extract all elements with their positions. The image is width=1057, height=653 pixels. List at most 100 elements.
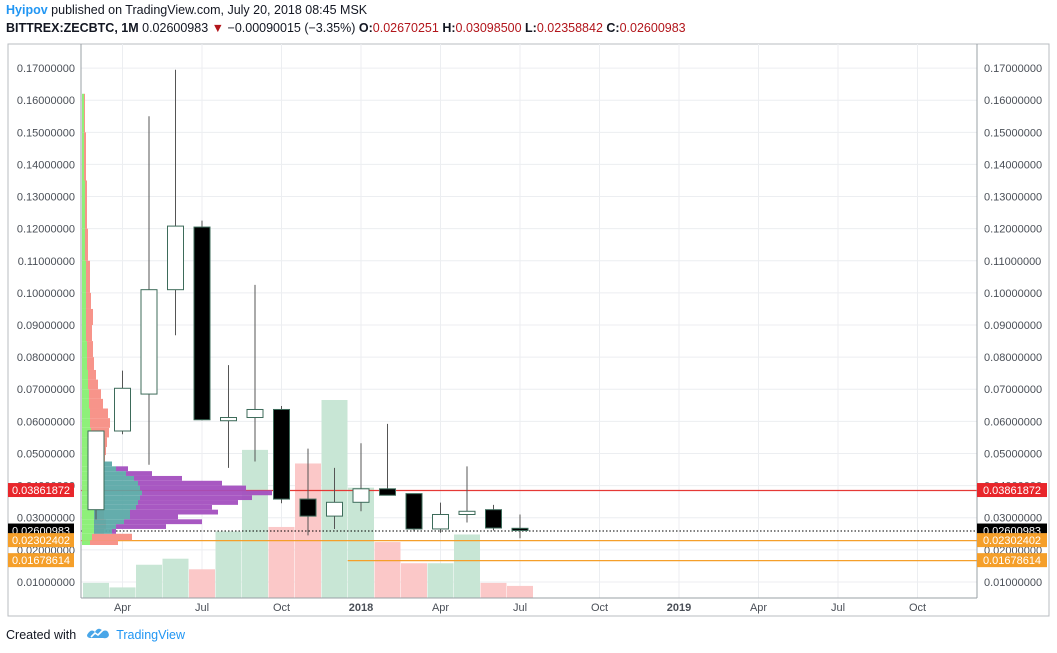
price-tick-right: 0.13000000 bbox=[984, 192, 1042, 204]
time-tick: Apr bbox=[114, 602, 131, 614]
price-tick-left: 0.16000000 bbox=[17, 95, 75, 107]
profile-bar-value-area bbox=[94, 495, 140, 501]
time-tick: Jul bbox=[513, 602, 527, 614]
candle-body[interactable] bbox=[220, 417, 237, 422]
profile-bar bbox=[82, 260, 86, 293]
profile-bar bbox=[82, 437, 91, 448]
price-change: −0.00090015 (−3.35%) bbox=[227, 21, 356, 35]
profile-bar-value-area bbox=[130, 509, 218, 515]
profile-bar bbox=[82, 398, 89, 409]
profile-bar bbox=[92, 533, 132, 541]
candle-body[interactable] bbox=[352, 488, 370, 503]
time-tick: 2019 bbox=[667, 602, 691, 614]
price-tick-right: 0.14000000 bbox=[984, 159, 1042, 171]
profile-bar-value-area bbox=[142, 490, 272, 496]
volume-bar bbox=[215, 531, 242, 598]
time-tick: Oct bbox=[591, 602, 608, 614]
candles[interactable] bbox=[87, 69, 529, 539]
time-axis-labels: Apr Jul Oct 2018 Apr Jul Oct 2019 Apr Jul Oct bbox=[114, 602, 926, 614]
candle-body[interactable] bbox=[299, 498, 317, 517]
profile-bar bbox=[82, 93, 84, 133]
open-value: 0.02670251 bbox=[372, 21, 439, 35]
high-label: H: bbox=[442, 21, 456, 35]
profile-bar-value-area bbox=[94, 524, 116, 529]
tradingview-link[interactable]: TradingView bbox=[116, 627, 185, 642]
low-label: L: bbox=[525, 21, 537, 35]
tradingview-logo-icon[interactable] bbox=[86, 626, 110, 643]
profile-bar-value-area bbox=[116, 524, 166, 529]
profile-bar bbox=[82, 341, 87, 358]
profile-bar bbox=[82, 447, 92, 456]
profile-bar-value-area bbox=[124, 519, 202, 525]
profile-bar bbox=[87, 357, 94, 370]
price-tick-right: 0.08000000 bbox=[984, 352, 1042, 364]
high-value: 0.03098500 bbox=[455, 21, 522, 35]
author-link[interactable]: Hyipov bbox=[6, 3, 48, 17]
candle-body[interactable] bbox=[511, 527, 529, 532]
profile-bar bbox=[82, 509, 94, 515]
candle-body[interactable] bbox=[246, 408, 264, 419]
price-tag-bg-left bbox=[8, 483, 74, 498]
profile-bar-value-area bbox=[126, 471, 152, 476]
price-tick-left: 0.13000000 bbox=[17, 192, 75, 204]
price-tick-left: 0.12000000 bbox=[17, 224, 75, 236]
price-tag-resistance-right: 0.03861872 bbox=[983, 485, 1041, 497]
candle-body[interactable] bbox=[273, 408, 290, 500]
candle-body[interactable] bbox=[167, 225, 184, 291]
profile-bar bbox=[82, 418, 90, 428]
price-tag-support-2-left: 0.01678614 bbox=[12, 555, 70, 567]
candle-body[interactable] bbox=[379, 488, 396, 496]
price-tick-left: 0.06000000 bbox=[17, 416, 75, 428]
candle-body[interactable] bbox=[326, 501, 343, 517]
profile-bar bbox=[82, 389, 89, 399]
time-tick: Jul bbox=[195, 602, 209, 614]
candle-body[interactable] bbox=[432, 513, 449, 530]
open-label: O: bbox=[358, 21, 373, 35]
profile-bar bbox=[90, 418, 110, 428]
candle-body[interactable] bbox=[114, 387, 131, 432]
profile-bar-value-area bbox=[94, 509, 130, 515]
profile-bar bbox=[82, 528, 94, 534]
header-line-1: Hyipov published on TradingView.com, Jul… bbox=[6, 3, 367, 17]
candle-body[interactable] bbox=[87, 430, 105, 511]
profile-bar bbox=[82, 540, 90, 546]
profile-bar bbox=[82, 357, 87, 370]
profile-bar bbox=[89, 398, 103, 409]
profile-bar-value-area bbox=[138, 480, 222, 486]
profile-bar bbox=[82, 292, 86, 309]
price-tag-bg-left bbox=[8, 553, 74, 568]
symbol-label[interactable]: BITTREX:ZECBTC, 1M bbox=[6, 21, 139, 35]
volume-bar bbox=[189, 569, 215, 598]
price-tag-bg-right bbox=[977, 483, 1047, 498]
profile-bar bbox=[86, 308, 93, 326]
candle-body[interactable] bbox=[458, 510, 476, 515]
profile-bar-value-area bbox=[94, 466, 116, 472]
profile-bar-value-area bbox=[112, 528, 116, 534]
profile-bar bbox=[84, 93, 85, 133]
candle-body[interactable] bbox=[485, 509, 502, 529]
profile-bar-value-area bbox=[94, 504, 136, 510]
profile-bar-value-area bbox=[140, 485, 246, 491]
price-tick-right: 0.09000000 bbox=[984, 320, 1042, 332]
candle-body[interactable] bbox=[140, 289, 158, 395]
volume-bar bbox=[162, 558, 189, 598]
price-tick-left: 0.09000000 bbox=[17, 320, 75, 332]
price-tick-right: 0.06000000 bbox=[984, 416, 1042, 428]
footer: Created with TradingView bbox=[6, 626, 185, 643]
profile-bar-value-area bbox=[138, 500, 238, 505]
profile-bar bbox=[85, 228, 88, 261]
profile-bar bbox=[88, 369, 96, 380]
volume-bar bbox=[480, 582, 507, 598]
candle-body[interactable] bbox=[193, 226, 211, 421]
price-tick-left: 0.05000000 bbox=[17, 448, 75, 460]
profile-bar bbox=[87, 341, 93, 358]
candle-body[interactable] bbox=[405, 493, 423, 530]
price-tick-right: 0.07000000 bbox=[984, 384, 1042, 396]
profile-bar bbox=[90, 540, 118, 546]
price-tick-right: 0.05000000 bbox=[984, 448, 1042, 460]
profile-bar-value-area bbox=[130, 514, 178, 520]
price-tick-right: 0.10000000 bbox=[984, 288, 1042, 300]
price-tag-bg-right bbox=[977, 533, 1047, 548]
